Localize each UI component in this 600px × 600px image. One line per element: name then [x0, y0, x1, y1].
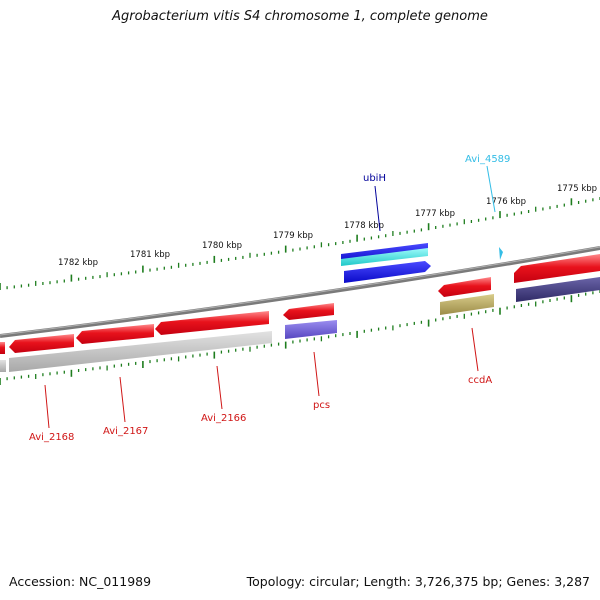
gene-label-ccdA[interactable]: ccdA [468, 375, 492, 386]
feature-ccdA[interactable] [438, 277, 491, 297]
feature-right-cds-shadow[interactable] [516, 277, 600, 302]
gene-label-ubiH[interactable]: ubiH [363, 173, 386, 184]
feature-ubiH-arrow[interactable] [344, 261, 431, 283]
accession-text: Accession: NC_011989 [9, 574, 152, 589]
leader-Avi_2167 [119, 376, 126, 423]
forward-strand-features [341, 243, 600, 302]
feature-right-cds[interactable] [514, 254, 600, 283]
chromosome-backbone-highlight [0, 246, 600, 336]
gene-label-Avi_2166[interactable]: Avi_2166 [201, 413, 246, 424]
feature-ccdA-shadow[interactable] [440, 294, 494, 315]
chromosome-backbone [0, 246, 600, 338]
feature-gray-shadow[interactable] [9, 331, 272, 372]
leader-pcs [313, 351, 320, 397]
gene-label-Avi_2167[interactable]: Avi_2167 [103, 426, 148, 437]
feature-pcs[interactable] [283, 303, 334, 320]
feature-left-partial[interactable] [0, 342, 5, 354]
feature-left-partial-shadow[interactable] [0, 360, 6, 372]
leader-Avi_4589 [486, 165, 496, 213]
feature-Avi_2167[interactable] [76, 324, 154, 344]
feature-pcs-shadow[interactable] [285, 320, 337, 339]
feature-ubiH-cyan[interactable] [341, 248, 428, 266]
feature-Avi_2166[interactable] [155, 311, 269, 335]
kbp-label: 1782 kbp [58, 258, 98, 268]
kbp-label: 1778 kbp [344, 221, 384, 231]
gene-label-pcs[interactable]: pcs [313, 400, 330, 411]
kbp-label: 1781 kbp [130, 250, 170, 260]
kbp-label: 1780 kbp [202, 241, 242, 251]
kbp-label: 1775 kbp [557, 184, 597, 194]
reverse-strand-features [0, 277, 494, 372]
feature-Avi_2168[interactable] [9, 334, 74, 353]
map-title: Agrobacterium vitis S4 chromosome 1, com… [112, 9, 488, 24]
leader-Avi_2168 [44, 384, 50, 429]
leader-ccdA [471, 327, 479, 372]
gene-labels: Avi_2168 Avi_2167 Avi_2166 pcs ubiH ccdA… [29, 154, 510, 443]
gene-label-Avi_4589[interactable]: Avi_4589 [465, 154, 510, 165]
kbp-label: 1779 kbp [273, 231, 313, 241]
kbp-label: 1777 kbp [415, 209, 455, 219]
kbp-labels: 1782 kbp 1781 kbp 1780 kbp 1779 kbp 1778… [58, 184, 597, 268]
inner-tick-ruler [0, 290, 600, 385]
genome-summary-text: Topology: circular; Length: 3,726,375 bp… [246, 574, 590, 589]
leader-Avi_2166 [216, 365, 223, 410]
feature-Avi_4589[interactable] [499, 247, 503, 260]
kbp-label: 1776 kbp [486, 197, 526, 207]
gene-label-Avi_2168[interactable]: Avi_2168 [29, 432, 74, 443]
label-leader-lines [44, 165, 496, 429]
leader-ubiH [374, 185, 381, 232]
outer-tick-ruler [0, 197, 600, 290]
